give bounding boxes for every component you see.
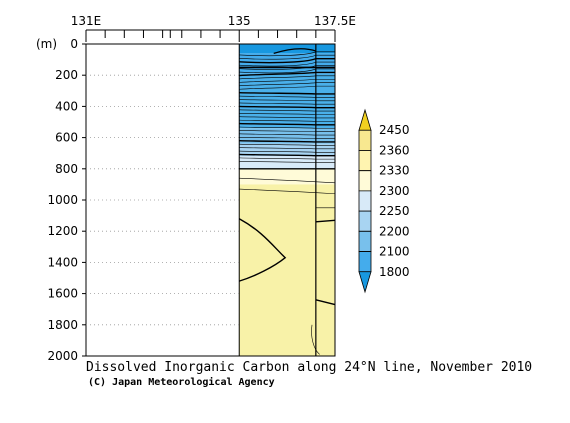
legend-swatch-3 bbox=[358, 170, 372, 192]
contour-line-41 bbox=[311, 324, 320, 355]
contour-band-1 bbox=[239, 53, 335, 74]
y-tick-label-200: 200 bbox=[55, 68, 78, 82]
y-tick-label-400: 400 bbox=[55, 99, 78, 113]
contour-line-39 bbox=[315, 299, 336, 306]
legend-swatch-6 bbox=[358, 230, 372, 252]
legend-swatch-8 bbox=[358, 271, 372, 294]
color-legend: 2450 2360 2330 2300 2250 2200 2100 1800 bbox=[358, 108, 410, 294]
y-tick-label-1400: 1400 bbox=[47, 255, 78, 269]
depth-unit-label: (m) bbox=[36, 37, 57, 51]
legend-label-6: 2100 bbox=[379, 245, 410, 259]
contour-line-35 bbox=[239, 177, 336, 184]
contour-band-3 bbox=[239, 128, 335, 144]
legend-label-3: 2300 bbox=[379, 184, 410, 198]
legend-swatch-2 bbox=[358, 150, 372, 172]
depth-axis: 0 200 400 600 800 1000 1200 1400 1600 1800 2000 bbox=[47, 37, 86, 363]
contour-band-7 bbox=[239, 184, 335, 356]
legend-label-7: 1800 bbox=[379, 265, 410, 279]
y-tick-label-600: 600 bbox=[55, 131, 78, 145]
chart-title: Dissolved Inorganic Carbon along 24°N li… bbox=[86, 360, 532, 375]
x-tick-label-1: 135 bbox=[228, 14, 251, 28]
legend-label-1: 2360 bbox=[379, 143, 410, 157]
legend-swatch-0 bbox=[358, 108, 372, 131]
legend-label-2: 2330 bbox=[379, 164, 410, 178]
y-tick-label-1000: 1000 bbox=[47, 193, 78, 207]
contour-line-36 bbox=[239, 188, 336, 195]
y-tick-label-800: 800 bbox=[55, 162, 78, 176]
legend-label-5: 2200 bbox=[379, 224, 410, 238]
legend-swatch-5 bbox=[358, 210, 372, 232]
contour-fill-area bbox=[239, 44, 335, 356]
contour-line-38 bbox=[315, 219, 336, 223]
y-tick-label-2000: 2000 bbox=[47, 349, 78, 363]
legend-swatch-4 bbox=[358, 190, 372, 212]
y-tick-label-1600: 1600 bbox=[47, 287, 78, 301]
contour-band-0 bbox=[239, 44, 335, 54]
y-tick-label-1200: 1200 bbox=[47, 224, 78, 238]
contour-lines bbox=[238, 44, 336, 356]
depth-gridlines bbox=[86, 74, 240, 326]
legend-label-4: 2250 bbox=[379, 204, 410, 218]
y-tick-label-0: 0 bbox=[70, 37, 78, 51]
contour-line-37 bbox=[238, 218, 287, 282]
x-tick-label-0: 131E bbox=[71, 14, 102, 28]
y-tick-label-1800: 1800 bbox=[47, 318, 78, 332]
contour-band-5 bbox=[239, 156, 335, 169]
legend-label-0: 2450 bbox=[379, 123, 410, 137]
contour-line-32 bbox=[273, 48, 317, 54]
contour-band-4 bbox=[239, 143, 335, 157]
credit-line: (C) Japan Meteorological Agency bbox=[88, 376, 275, 388]
x-tick-label-2: 137.5E bbox=[314, 14, 356, 28]
contour-band-6 bbox=[239, 168, 335, 185]
longitude-axis: 131E 135 137.5E bbox=[71, 14, 356, 42]
legend-swatch-7 bbox=[358, 251, 372, 273]
legend-swatch-1 bbox=[358, 129, 372, 151]
